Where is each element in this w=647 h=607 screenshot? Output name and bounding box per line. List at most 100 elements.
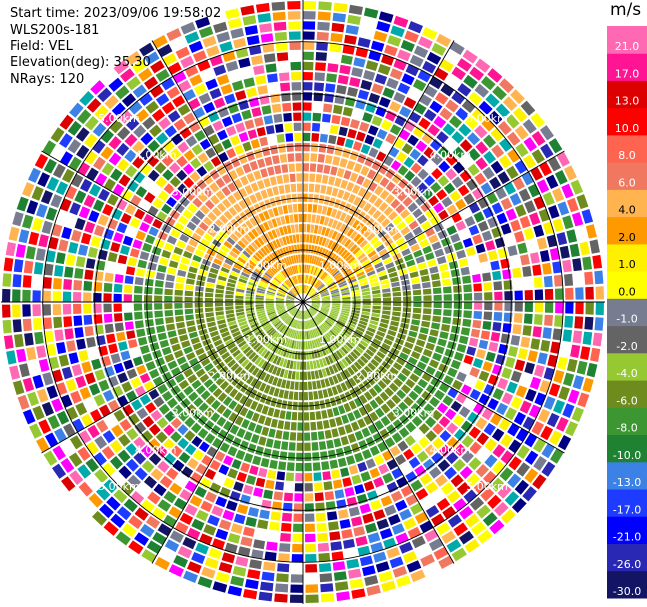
gate-cell [271, 252, 278, 261]
gate-cell [295, 254, 299, 264]
gate-cell [185, 352, 196, 361]
gate-cell [406, 259, 416, 267]
gate-cell [102, 389, 115, 402]
gate-cell [209, 88, 222, 100]
gate-cell [358, 277, 368, 284]
gate-cell [397, 372, 408, 383]
gate-cell [183, 346, 193, 355]
gate-cell [269, 521, 280, 531]
gate-cell [562, 329, 573, 342]
gate-cell [400, 209, 411, 219]
gate-cell [351, 290, 360, 294]
gate-cell [139, 345, 150, 355]
gate-cell [328, 521, 339, 531]
gate-cell [303, 341, 306, 350]
gate-cell [275, 42, 288, 52]
gate-cell [133, 303, 143, 311]
gate-cell [190, 337, 200, 345]
gate-cell [312, 360, 318, 369]
colorbar-segment [607, 243, 647, 272]
gate-cell [577, 392, 590, 408]
gate-cell [423, 403, 435, 415]
gate-cell [362, 298, 371, 302]
gate-cell [140, 445, 154, 458]
gate-cell [531, 131, 546, 146]
gate-cell [268, 285, 277, 291]
gate-cell [115, 531, 131, 546]
gate-cell [237, 281, 247, 287]
gate-cell [275, 238, 282, 248]
gate-cell [350, 314, 359, 320]
gate-cell [154, 295, 163, 302]
gate-cell [237, 226, 246, 235]
gate-cell [184, 65, 199, 78]
gate-cell [282, 225, 288, 235]
gate-cell [26, 200, 39, 215]
gate-cell [282, 247, 288, 256]
gate-cell [359, 340, 369, 348]
gate-cell [93, 225, 105, 237]
gate-cell [217, 392, 228, 402]
gate-cell [301, 311, 303, 320]
gate-cell [289, 307, 297, 314]
gate-cell [431, 241, 442, 251]
gate-cell [320, 583, 334, 593]
gate-cell [455, 198, 467, 210]
gate-cell [360, 144, 371, 155]
gate-cell [221, 116, 233, 128]
gate-cell [55, 181, 69, 196]
gate-cell [544, 302, 554, 313]
gate-cell [372, 138, 383, 149]
range-label: 1.00km [319, 259, 361, 272]
gate-cell [409, 148, 421, 161]
gate-cell [313, 391, 319, 400]
gate-cell [234, 366, 243, 375]
gate-cell [304, 264, 307, 273]
gate-cell [350, 351, 359, 360]
gate-cell [267, 231, 274, 240]
gate-cell [284, 482, 294, 492]
gate-cell [316, 31, 329, 41]
gate-cell [260, 168, 269, 178]
gate-cell [289, 318, 295, 327]
gate-cell [263, 384, 271, 394]
gate-cell [199, 373, 210, 383]
gate-cell [453, 498, 467, 512]
azimuth-spoke [151, 40, 304, 303]
gate-cell [575, 287, 584, 300]
gate-cell [127, 339, 138, 349]
gate-cell [264, 339, 272, 347]
gate-cell [311, 305, 319, 309]
gate-cell [299, 381, 303, 391]
gate-cell [497, 171, 510, 185]
gate-cell [42, 304, 51, 316]
gate-cell [282, 314, 289, 321]
gate-cell [340, 333, 348, 341]
gate-cell [389, 101, 402, 113]
gate-cell [58, 354, 70, 367]
gate-cell [328, 229, 335, 238]
gate-cell [144, 286, 153, 295]
gate-cell [124, 275, 134, 285]
gate-cell [453, 309, 462, 318]
gate-cell [190, 472, 203, 484]
gate-cell [459, 170, 472, 183]
gate-cell [315, 280, 322, 288]
gate-cell [425, 342, 435, 351]
gate-cell [269, 314, 277, 319]
gate-cell [242, 163, 252, 174]
gate-cell [271, 449, 280, 460]
gate-cell [275, 302, 284, 304]
gate-cell [397, 440, 409, 452]
gate-cell [389, 68, 403, 80]
gate-cell [544, 288, 554, 300]
colorbar-tick-label: -17.0 [613, 503, 641, 516]
gate-cell [80, 232, 92, 245]
gate-cell [235, 337, 245, 345]
gate-cell [84, 133, 98, 148]
gate-cell [294, 381, 299, 390]
gate-cell [506, 381, 518, 394]
gate-cell [342, 44, 355, 55]
gate-cell [446, 204, 458, 216]
colorbar-tick-label: -30.0 [613, 585, 641, 598]
